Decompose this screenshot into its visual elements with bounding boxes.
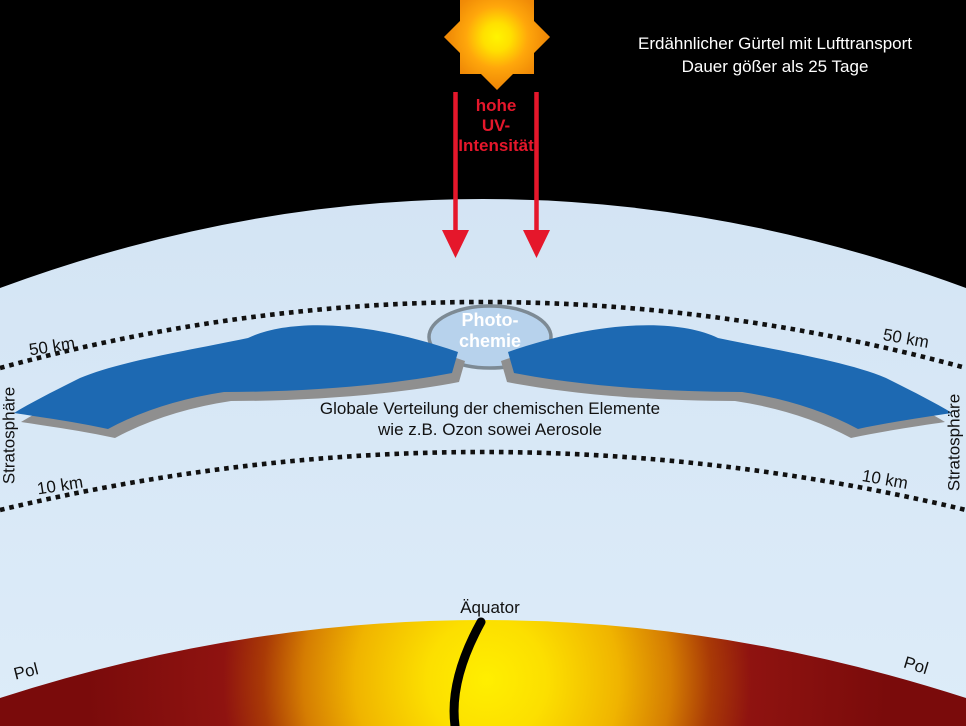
global-distribution-caption: Globale Verteilung der chemischen Elemen…	[280, 398, 700, 440]
transport-arrow-right-body	[508, 325, 952, 429]
equator-label: Äquator	[460, 598, 520, 617]
stratosphere-label-left: Stratosphäre	[0, 386, 19, 485]
transport-belt-caption: Erdähnlicher Gürtel mit Lufttransport Da…	[600, 32, 950, 78]
stratosphere-label-right: Stratosphäre	[944, 393, 964, 492]
photochemistry-line2: chemie	[458, 331, 522, 351]
sun-icon	[443, 0, 551, 91]
uv-intensity-line3: Intensität	[458, 136, 534, 155]
uv-arrows	[442, 92, 550, 258]
global-distribution-line1: Globale Verteilung der chemischen Elemen…	[319, 399, 661, 418]
transport-arrow-left-body	[14, 325, 458, 429]
equator-meridian-line	[449, 617, 486, 726]
photochemistry-label: Photo- chemie	[428, 310, 552, 352]
uv-intensity-line2: UV-	[481, 116, 511, 135]
transport-belt-caption-line2: Dauer gößer als 25 Tage	[681, 57, 869, 76]
transport-arrow-left	[14, 325, 465, 438]
uv-arrow-left-head	[442, 230, 469, 258]
photochemistry-line1: Photo-	[461, 310, 519, 330]
altitude-arc-10km	[0, 449, 966, 513]
transport-belt-caption-line1: Erdähnlicher Gürtel mit Lufttransport	[637, 34, 912, 53]
transport-arrow-right	[501, 325, 952, 438]
altitude-arc-50km	[0, 299, 966, 371]
uv-arrow-right-head	[523, 230, 550, 258]
earth-surface	[0, 620, 966, 726]
uv-intensity-label: hohe UV- Intensität	[436, 96, 556, 156]
uv-intensity-line1: hohe	[475, 96, 517, 115]
atmosphere-band	[0, 199, 966, 726]
global-distribution-line2: wie z.B. Ozon sowei Aerosole	[378, 420, 602, 439]
